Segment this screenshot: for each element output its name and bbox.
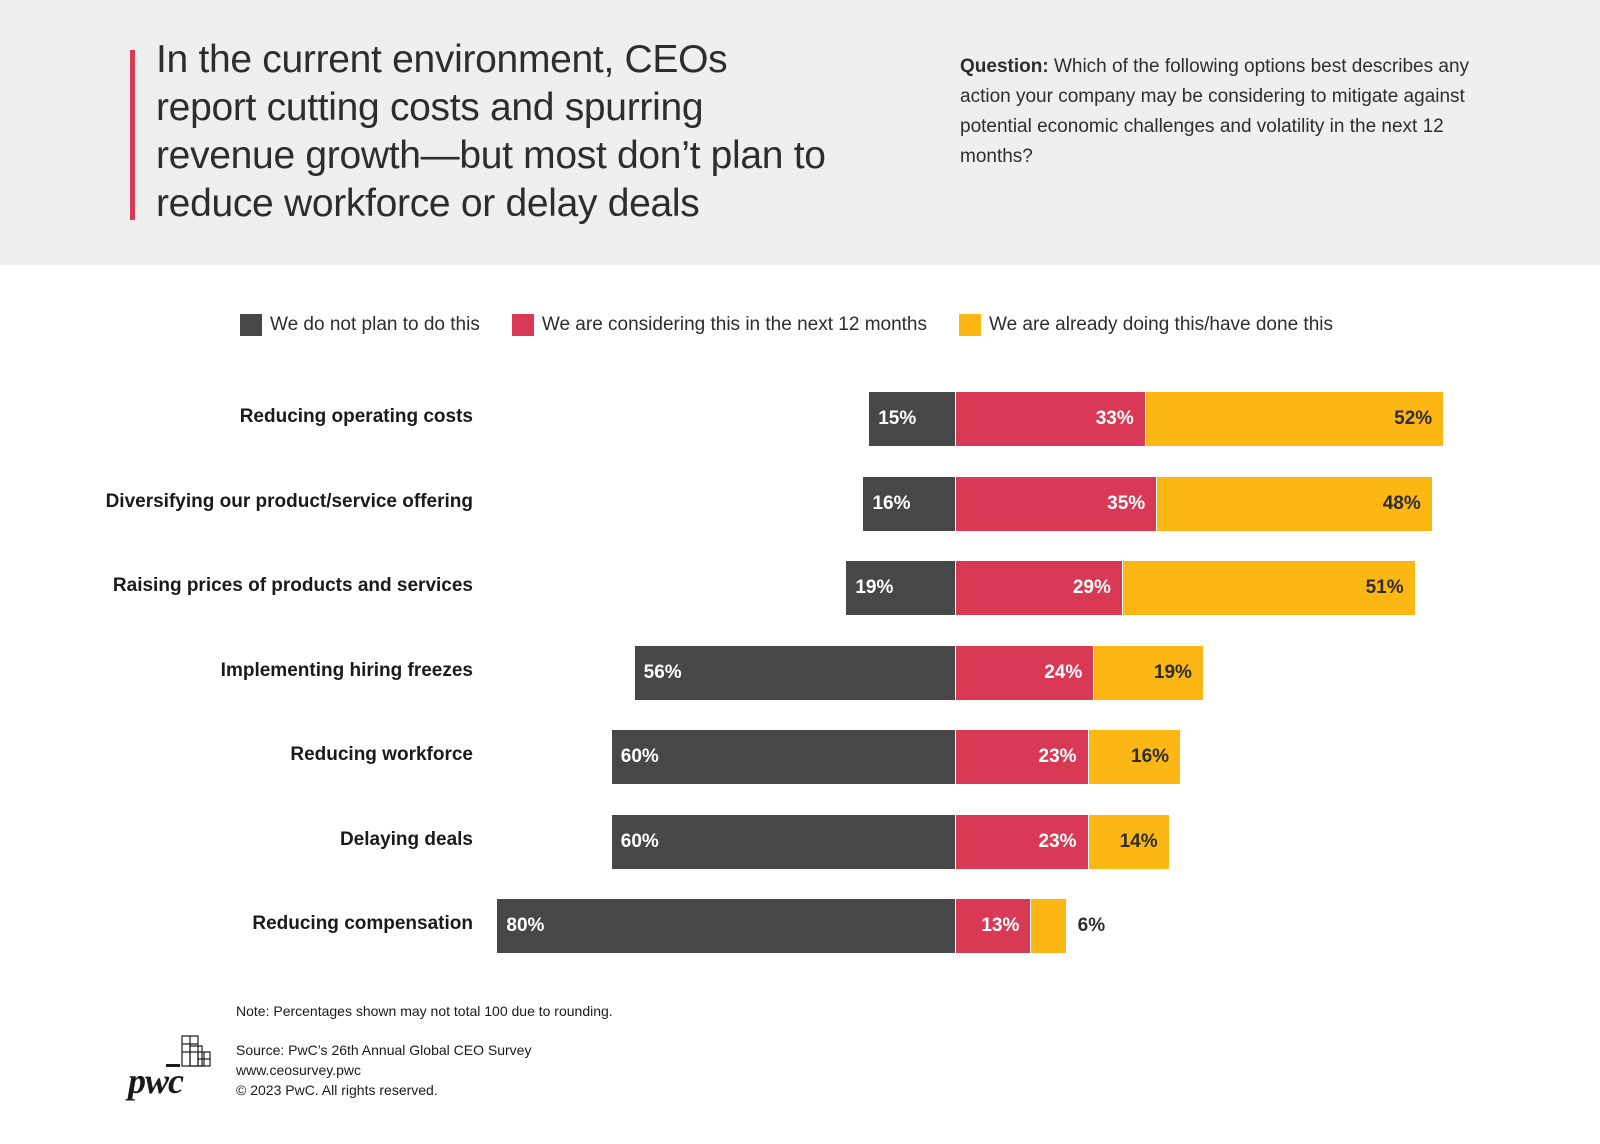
- bar-not-plan: 80%: [497, 899, 955, 953]
- legend-label-considering: We are considering this in the next 12 m…: [541, 314, 927, 335]
- header-panel: In the current environment, CEOs report …: [0, 0, 1600, 265]
- bar-not-plan: 15%: [869, 392, 955, 446]
- category-label: Implementing hiring freezes: [220, 660, 473, 681]
- legend-label-not-plan: We do not plan to do this: [270, 314, 480, 335]
- category-label: Raising prices of products and services: [112, 575, 473, 596]
- bar-not-plan: 60%: [611, 815, 955, 869]
- legend-swatch-gold: [959, 314, 981, 336]
- bar-considering: 23%: [956, 730, 1088, 784]
- legend-item-considering: We are considering this in the next 12 m…: [511, 314, 927, 336]
- bar-considering: 13%: [956, 899, 1031, 953]
- copyright-text: © 2023 PwC. All rights reserved.: [236, 1082, 438, 1098]
- legend-item-not-plan: We do not plan to do this: [240, 314, 480, 336]
- bar-already: 51%: [1122, 561, 1415, 615]
- source-text: Source: PwC’s 26th Annual Global CEO Sur…: [236, 1042, 532, 1058]
- footnote: Note: Percentages shown may not total 10…: [236, 1003, 613, 1019]
- bar-already: 19%: [1094, 646, 1203, 700]
- category-label: Reducing operating costs: [239, 406, 473, 427]
- bar-already: 52%: [1145, 392, 1444, 446]
- category-label: Diversifying our product/service offerin…: [105, 491, 473, 512]
- bar-not-plan: 60%: [611, 730, 955, 784]
- category-label: Reducing compensation: [252, 913, 473, 934]
- bar-already: 14%: [1088, 815, 1169, 869]
- question-label: Question:: [960, 56, 1049, 77]
- bar-considering: 35%: [956, 477, 1157, 531]
- bar-already: 16%: [1088, 730, 1181, 784]
- legend-item-already: We are already doing this/have done this: [959, 314, 1333, 336]
- legend-label-already: We are already doing this/have done this: [989, 314, 1333, 335]
- bar-already: [1031, 899, 1066, 953]
- source-url: www.ceosurvey.pwc: [236, 1062, 362, 1078]
- title-accent-bar: [130, 50, 135, 220]
- bar-not-plan: 19%: [846, 561, 955, 615]
- pwc-logo-text: pwc: [128, 1061, 184, 1101]
- bar-considering: 23%: [956, 815, 1088, 869]
- chart-legend: We do not plan to do this We are conside…: [240, 312, 1365, 338]
- legend-swatch-red: [511, 314, 534, 336]
- question-text: Which of the following options best desc…: [960, 56, 1470, 167]
- bar-considering: 24%: [956, 646, 1094, 700]
- bar-already: 48%: [1157, 477, 1432, 531]
- category-label: Reducing workforce: [290, 744, 473, 765]
- survey-question: Question: Which of the following options…: [960, 52, 1520, 172]
- bar-not-plan: 56%: [634, 646, 955, 700]
- bar-considering: 29%: [956, 561, 1122, 615]
- category-label: Delaying deals: [339, 829, 473, 850]
- data-label: 6%: [1077, 915, 1106, 936]
- bar-considering: 33%: [956, 392, 1145, 446]
- bar-not-plan: 16%: [863, 477, 955, 531]
- legend-swatch-dark: [240, 314, 262, 336]
- pwc-logo-icon: [166, 1035, 211, 1067]
- page-title: In the current environment, CEOs report …: [156, 38, 826, 225]
